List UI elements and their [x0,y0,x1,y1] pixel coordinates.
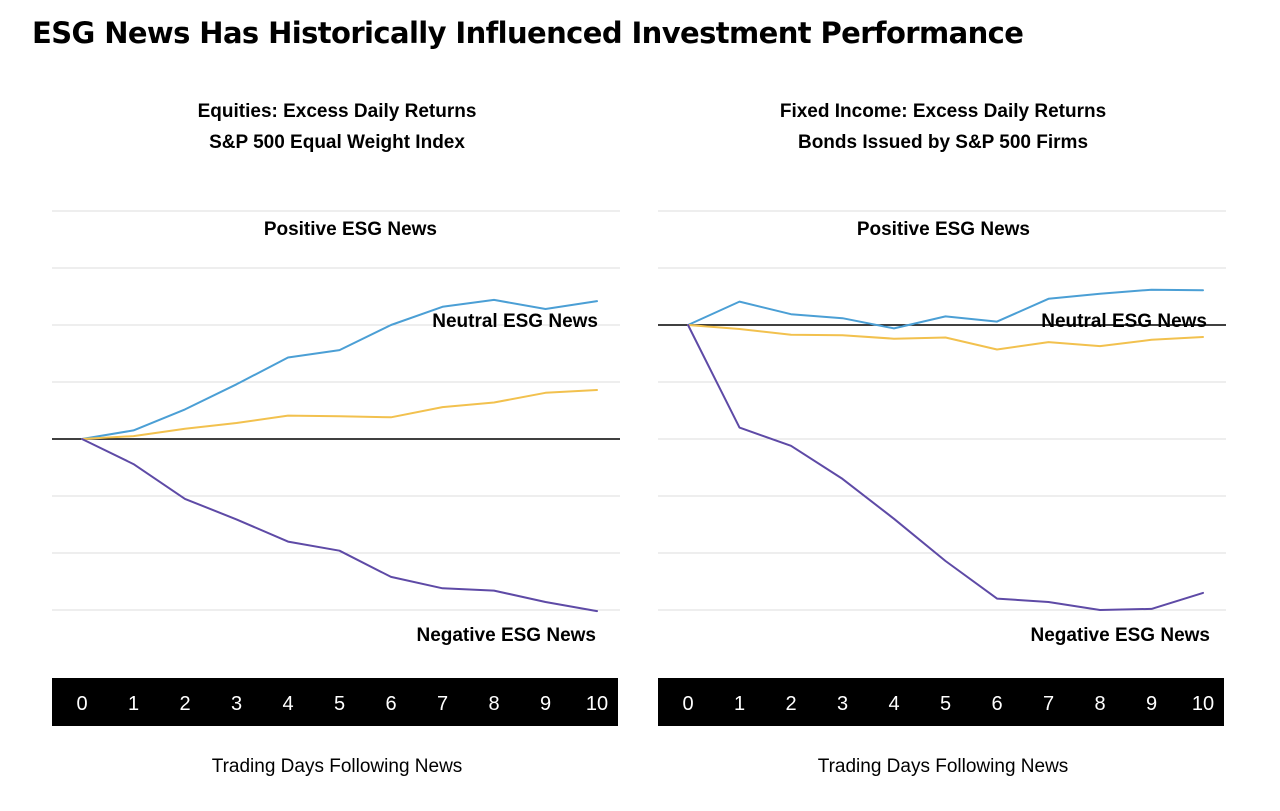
fixed-income-line-chart: Positive ESG News Neutral ESG News Negativ… [658,210,1226,726]
equities-x-tick-label: 2 [179,693,190,715]
fixed-income-neutral-series-label: Neutral ESG News [1041,311,1207,332]
equities-negative-series-label: Negative ESG News [416,625,596,646]
equities-x-tick-label: 6 [385,693,396,715]
fixed-income-x-tick-label: 10 [1192,693,1214,715]
fixed-income-chart-panel: Fixed Income: Excess Daily Returns Bonds… [658,92,1228,792]
fixed-income-chart-subtitle: Bonds Issued by S&P 500 Firms [797,132,1089,153]
fixed-income-x-tick-label: 8 [1094,693,1105,715]
fixed-income-x-tick-label: 5 [940,693,951,715]
equities-x-tick-label: 9 [540,693,551,715]
equities-x-tick-label: 4 [282,693,293,715]
fixed-income-x-tick-label: 6 [991,693,1002,715]
equities-x-axis-label: Trading Days Following News [211,756,463,777]
fixed-income-x-tick-label: 2 [785,693,796,715]
fixed-income-negative-series-line [687,324,1204,611]
equities-positive-series-line [81,298,598,440]
equities-chart-subtitle: S&P 500 Equal Weight Index [209,132,465,153]
fixed-income-x-tick-label: 1 [734,693,745,715]
equities-x-tick-label: 8 [488,693,499,715]
fixed-income-negative-series-label: Negative ESG News [1030,625,1210,646]
fixed-income-x-tick-label: 7 [1043,693,1054,715]
equities-neutral-series-label: Neutral ESG News [432,311,598,332]
equities-x-tick-label: 3 [231,693,242,715]
equities-chart-panel: Equities: Excess Daily Returns S&P 500 E… [52,92,622,792]
equities-negative-series-line [81,438,598,613]
equities-x-tick-label: 7 [437,693,448,715]
fixed-income-positive-series-line [687,288,1204,330]
equities-chart-title: Equities: Excess Daily Returns S&P 500 E… [52,96,622,158]
equities-line-chart: Positive ESG News Neutral ESG News Negativ… [52,210,620,726]
equities-x-tick-label: 10 [586,693,608,715]
equities-chart-title-line: Equities: Excess Daily Returns [197,101,477,122]
equities-positive-series-label: Positive ESG News [264,219,437,240]
fixed-income-x-tick-label: 9 [1146,693,1157,715]
equities-neutral-series-line [81,389,598,440]
equities-x-tick-label: 1 [128,693,139,715]
fixed-income-x-tick-label: 4 [888,693,899,715]
fixed-income-x-axis-label: Trading Days Following News [817,756,1069,777]
equities-x-tick-label: 5 [334,693,345,715]
fixed-income-positive-series-label: Positive ESG News [857,219,1030,240]
fixed-income-x-tick-label: 3 [837,693,848,715]
equities-x-tick-label: 0 [76,693,87,715]
fixed-income-x-axis-bar [658,678,1224,726]
fixed-income-chart-title-line: Fixed Income: Excess Daily Returns [779,101,1107,122]
fixed-income-chart-title: Fixed Income: Excess Daily Returns Bonds… [658,96,1228,158]
page-title: ESG News Has Historically Influenced Inv… [32,16,1024,50]
fixed-income-neutral-series-line [687,324,1204,351]
equities-x-axis-bar [52,678,618,726]
fixed-income-x-tick-label: 0 [682,693,693,715]
